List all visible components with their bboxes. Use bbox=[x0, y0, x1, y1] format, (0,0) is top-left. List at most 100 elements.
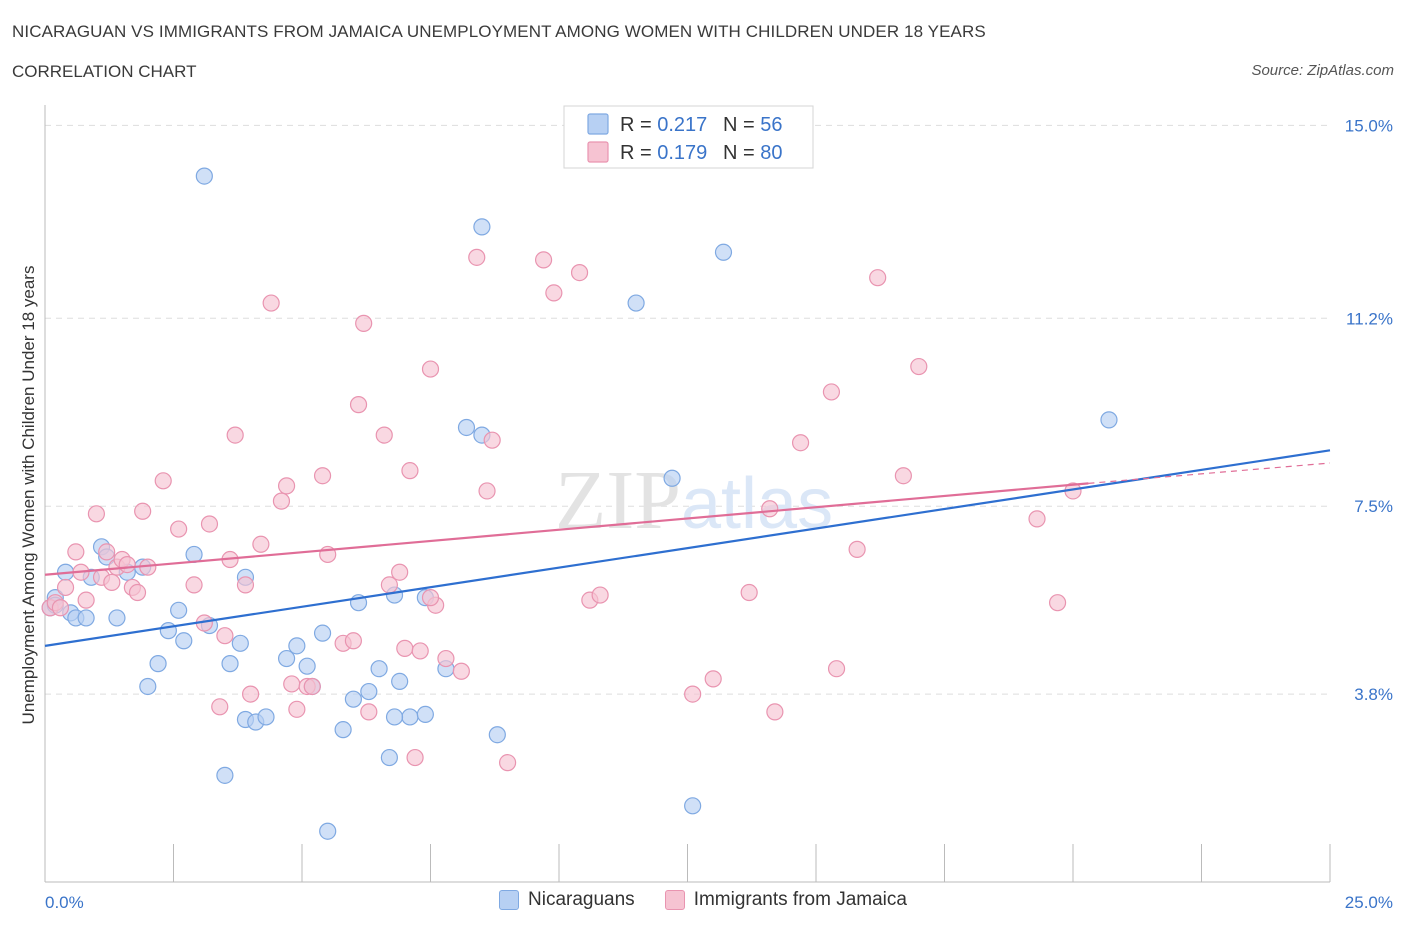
data-point-jamaica[interactable] bbox=[894, 467, 912, 485]
data-point-jamaica[interactable] bbox=[134, 502, 152, 520]
data-point-jamaica[interactable] bbox=[272, 492, 291, 510]
data-point-nicaraguan[interactable] bbox=[334, 721, 352, 739]
data-point-jamaica[interactable] bbox=[791, 434, 810, 452]
data-point-jamaica[interactable] bbox=[452, 662, 470, 680]
data-point-jamaica[interactable] bbox=[211, 698, 229, 716]
data-point-jamaica[interactable] bbox=[848, 540, 866, 558]
data-point-jamaica[interactable] bbox=[252, 535, 270, 553]
data-point-jamaica[interactable] bbox=[262, 294, 280, 312]
data-point-nicaraguan[interactable] bbox=[401, 708, 419, 726]
data-point-jamaica[interactable] bbox=[421, 360, 440, 378]
data-point-jamaica[interactable] bbox=[118, 555, 136, 574]
data-point-jamaica[interactable] bbox=[869, 269, 887, 287]
data-point-jamaica[interactable] bbox=[303, 677, 321, 696]
data-point-jamaica[interactable] bbox=[822, 383, 841, 401]
data-point-jamaica[interactable] bbox=[534, 251, 553, 269]
data-point-jamaica[interactable] bbox=[740, 583, 758, 602]
data-point-jamaica[interactable] bbox=[483, 431, 501, 449]
data-point-jamaica[interactable] bbox=[375, 426, 393, 444]
data-point-nicaraguan[interactable] bbox=[370, 660, 388, 678]
data-point-jamaica[interactable] bbox=[355, 314, 373, 332]
data-point-jamaica[interactable] bbox=[1028, 510, 1046, 528]
data-point-jamaica[interactable] bbox=[401, 462, 419, 480]
data-point-nicaraguan[interactable] bbox=[175, 632, 193, 650]
data-point-nicaraguan[interactable] bbox=[416, 705, 434, 724]
data-point-nicaraguan[interactable] bbox=[231, 634, 249, 652]
data-point-jamaica[interactable] bbox=[200, 515, 219, 533]
data-point-nicaraguan[interactable] bbox=[663, 469, 681, 487]
data-point-jamaica[interactable] bbox=[545, 284, 563, 302]
data-point-nicaraguan[interactable] bbox=[684, 797, 702, 815]
data-point-nicaraguan[interactable] bbox=[185, 545, 203, 564]
data-point-jamaica[interactable] bbox=[242, 685, 260, 703]
data-point-nicaraguan[interactable] bbox=[159, 622, 177, 640]
data-point-jamaica[interactable] bbox=[103, 573, 121, 591]
data-point-jamaica[interactable] bbox=[591, 586, 609, 604]
data-point-jamaica[interactable] bbox=[277, 477, 296, 495]
data-point-jamaica[interactable] bbox=[421, 589, 440, 607]
data-point-jamaica[interactable] bbox=[154, 472, 172, 490]
data-point-jamaica[interactable] bbox=[51, 599, 70, 617]
data-point-jamaica[interactable] bbox=[349, 396, 368, 414]
data-point-nicaraguan[interactable] bbox=[313, 624, 332, 642]
data-point-jamaica[interactable] bbox=[391, 563, 409, 581]
legend-item-nicaraguans[interactable]: Nicaraguans bbox=[499, 889, 635, 911]
data-point-nicaraguan[interactable] bbox=[195, 167, 213, 185]
legend-item-jamaica[interactable]: Immigrants from Jamaica bbox=[664, 889, 907, 911]
data-point-jamaica[interactable] bbox=[411, 642, 429, 660]
data-point-nicaraguan[interactable] bbox=[457, 418, 476, 437]
data-point-jamaica[interactable] bbox=[1048, 594, 1067, 612]
data-point-nicaraguan[interactable] bbox=[277, 649, 296, 668]
data-point-nicaraguan[interactable] bbox=[344, 690, 362, 708]
data-point-jamaica[interactable] bbox=[468, 248, 486, 266]
data-point-nicaraguan[interactable] bbox=[170, 601, 188, 619]
data-point-jamaica[interactable] bbox=[766, 703, 784, 721]
data-point-jamaica[interactable] bbox=[283, 675, 301, 693]
data-point-jamaica[interactable] bbox=[704, 670, 722, 688]
data-point-jamaica[interactable] bbox=[360, 703, 378, 721]
data-point-jamaica[interactable] bbox=[437, 649, 455, 668]
data-point-nicaraguan[interactable] bbox=[108, 609, 126, 627]
data-point-jamaica[interactable] bbox=[406, 748, 424, 767]
data-point-jamaica[interactable] bbox=[87, 505, 106, 523]
data-point-nicaraguan[interactable] bbox=[473, 218, 491, 236]
data-point-jamaica[interactable] bbox=[98, 543, 116, 561]
data-point-jamaica[interactable] bbox=[344, 632, 362, 650]
data-point-nicaraguan[interactable] bbox=[139, 677, 157, 696]
data-point-nicaraguan[interactable] bbox=[488, 726, 506, 744]
data-point-jamaica[interactable] bbox=[478, 482, 496, 500]
data-point-nicaraguan[interactable] bbox=[319, 822, 337, 840]
data-point-nicaraguan[interactable] bbox=[77, 609, 95, 627]
data-point-jamaica[interactable] bbox=[499, 754, 517, 772]
data-point-jamaica[interactable] bbox=[216, 627, 234, 645]
data-point-jamaica[interactable] bbox=[77, 591, 95, 609]
data-point-nicaraguan[interactable] bbox=[216, 766, 234, 784]
data-point-nicaraguan[interactable] bbox=[714, 243, 733, 261]
data-point-nicaraguan[interactable] bbox=[288, 637, 306, 655]
data-point-jamaica[interactable] bbox=[288, 700, 306, 718]
data-point-nicaraguan[interactable] bbox=[149, 655, 167, 673]
data-point-jamaica[interactable] bbox=[236, 576, 255, 594]
data-point-nicaraguan[interactable] bbox=[391, 672, 409, 691]
data-point-nicaraguan[interactable] bbox=[257, 708, 275, 726]
data-point-nicaraguan[interactable] bbox=[380, 748, 398, 767]
data-point-jamaica[interactable] bbox=[313, 467, 332, 485]
data-point-jamaica[interactable] bbox=[226, 426, 244, 444]
data-point-jamaica[interactable] bbox=[170, 520, 188, 538]
data-point-nicaraguan[interactable] bbox=[385, 708, 404, 726]
data-point-jamaica[interactable] bbox=[67, 543, 85, 561]
data-point-nicaraguan[interactable] bbox=[360, 682, 378, 701]
data-point-jamaica[interactable] bbox=[910, 357, 928, 376]
data-point-nicaraguan[interactable] bbox=[298, 657, 316, 675]
data-point-jamaica[interactable] bbox=[761, 500, 779, 518]
data-point-nicaraguan[interactable] bbox=[221, 655, 239, 673]
data-point-jamaica[interactable] bbox=[827, 660, 846, 678]
data-point-jamaica[interactable] bbox=[56, 578, 75, 597]
data-point-jamaica[interactable] bbox=[396, 639, 414, 657]
data-point-jamaica[interactable] bbox=[128, 583, 147, 602]
data-point-nicaraguan[interactable] bbox=[1100, 411, 1118, 429]
data-point-jamaica[interactable] bbox=[185, 576, 203, 594]
data-point-nicaraguan[interactable] bbox=[627, 294, 645, 312]
data-point-jamaica[interactable] bbox=[684, 685, 702, 703]
data-point-jamaica[interactable] bbox=[570, 263, 589, 282]
